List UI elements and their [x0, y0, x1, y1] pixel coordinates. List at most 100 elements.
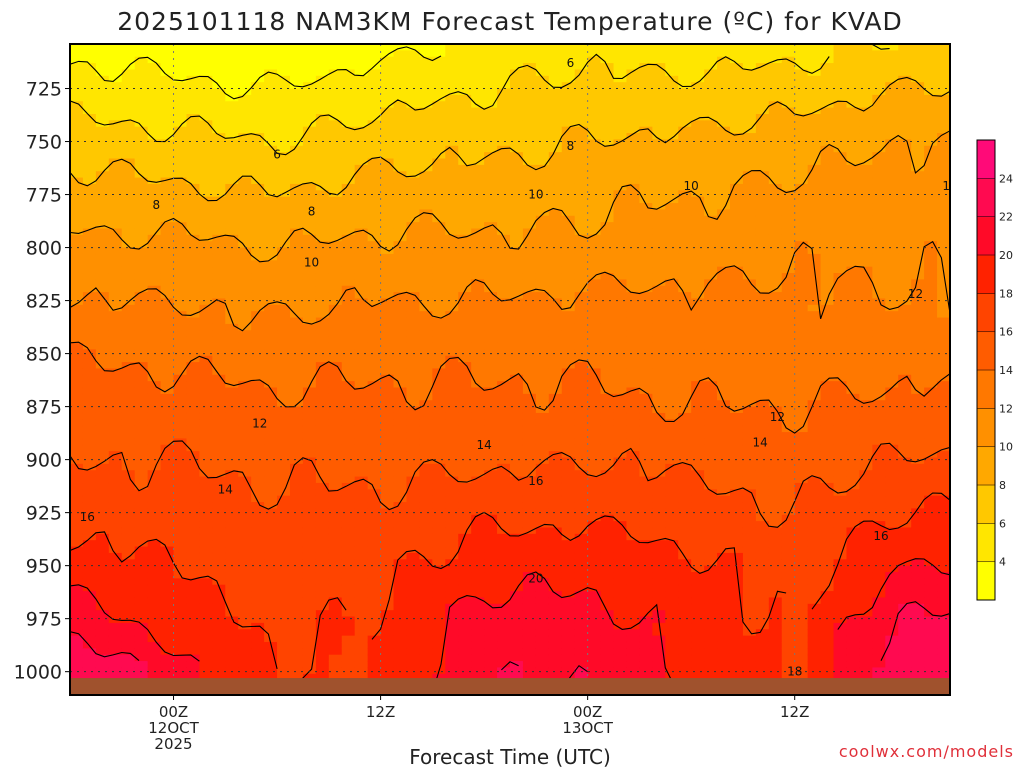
temperature-cell — [600, 75, 615, 83]
temperature-cell — [238, 355, 252, 363]
temperature-cell — [82, 393, 97, 401]
temperature-cell — [277, 260, 291, 268]
temperature-cell — [82, 508, 97, 516]
temperature-cell — [82, 279, 97, 287]
temperature-cell — [264, 610, 278, 618]
temperature-cell — [315, 164, 330, 172]
temperature-cell — [561, 444, 576, 452]
temperature-cell — [419, 552, 433, 560]
temperature-cell — [212, 317, 226, 325]
temperature-cell — [419, 349, 433, 357]
temperature-cell — [600, 190, 615, 198]
temperature-cell — [238, 667, 252, 675]
temperature-cell — [587, 622, 602, 630]
temperature-cell — [535, 629, 550, 637]
temperature-cell — [199, 559, 213, 567]
temperature-cell — [497, 521, 511, 529]
temperature-cell — [186, 673, 201, 681]
temperature-cell — [613, 152, 628, 160]
temperature-cell — [199, 495, 213, 503]
temperature-cell — [639, 565, 653, 573]
temperature-cell — [484, 285, 498, 293]
temperature-cell — [160, 393, 175, 401]
temperature-cell — [497, 44, 511, 51]
temperature-cell — [587, 158, 602, 166]
temperature-cell — [445, 311, 459, 319]
temperature-cell — [147, 533, 162, 541]
temperature-cell — [212, 597, 226, 605]
temperature-cell — [328, 572, 343, 579]
temperature-cell — [199, 196, 213, 204]
temperature-cell — [574, 355, 589, 363]
temperature-cell — [510, 145, 524, 153]
temperature-cell — [70, 661, 84, 669]
temperature-cell — [561, 222, 576, 230]
temperature-cell — [613, 69, 628, 77]
temperature-cell — [626, 419, 641, 427]
temperature-cell — [561, 253, 576, 261]
temperature-cell — [251, 330, 265, 338]
temperature-cell — [406, 158, 421, 166]
temperature-cell — [367, 362, 382, 370]
temperature-cell — [380, 311, 395, 319]
temperature-cell — [277, 215, 291, 223]
temperature-cell — [328, 673, 343, 681]
temperature-cell — [160, 438, 175, 446]
temperature-cell — [328, 196, 343, 204]
temperature-cell — [510, 209, 524, 217]
temperature-cell — [522, 425, 537, 433]
temperature-cell — [665, 578, 679, 586]
temperature-cell — [186, 362, 201, 370]
temperature-cell — [225, 673, 239, 681]
temperature-cell — [574, 438, 589, 446]
temperature-cell — [302, 342, 317, 350]
temperature-cell — [212, 44, 226, 51]
temperature-cell — [600, 285, 615, 293]
temperature-cell — [70, 400, 84, 408]
temperature-cell — [626, 203, 641, 210]
temperature-cell — [522, 635, 537, 643]
temperature-cell — [238, 495, 252, 503]
temperature-cell — [277, 432, 291, 440]
temperature-cell — [277, 482, 291, 490]
temperature-cell — [587, 82, 602, 90]
temperature-cell — [574, 145, 589, 153]
temperature-cell — [238, 610, 252, 618]
temperature-cell — [600, 565, 615, 573]
temperature-cell — [186, 273, 201, 280]
temperature-cell — [561, 400, 576, 408]
temperature-cell — [328, 470, 343, 478]
temperature-cell — [561, 546, 576, 554]
temperature-cell — [613, 451, 628, 459]
temperature-cell — [458, 139, 472, 147]
temperature-cell — [535, 133, 550, 141]
temperature-cell — [302, 533, 317, 541]
temperature-cell — [522, 88, 537, 96]
temperature-cell — [251, 597, 265, 605]
temperature-cell — [82, 489, 97, 497]
temperature-cell — [341, 667, 356, 675]
temperature-cell — [522, 572, 537, 579]
temperature-cell — [121, 419, 136, 427]
temperature-cell — [108, 559, 123, 567]
temperature-cell — [238, 559, 252, 567]
temperature-cell — [290, 572, 304, 579]
temperature-cell — [108, 139, 123, 147]
temperature-cell — [548, 342, 563, 350]
temperature-cell — [199, 603, 213, 611]
temperature-cell — [199, 171, 213, 179]
temperature-cell — [380, 451, 395, 459]
temperature-cell — [665, 260, 679, 268]
temperature-cell — [445, 444, 459, 452]
temperature-cell — [561, 355, 576, 363]
temperature-cell — [458, 629, 472, 637]
temperature-cell — [548, 234, 563, 242]
temperature-cell — [665, 374, 679, 382]
temperature-cell — [406, 457, 421, 465]
temperature-cell — [484, 565, 498, 573]
temperature-cell — [367, 374, 382, 382]
temperature-cell — [354, 44, 369, 51]
temperature-cell — [302, 196, 317, 204]
temperature-cell — [393, 69, 408, 77]
temperature-cell — [186, 387, 201, 395]
